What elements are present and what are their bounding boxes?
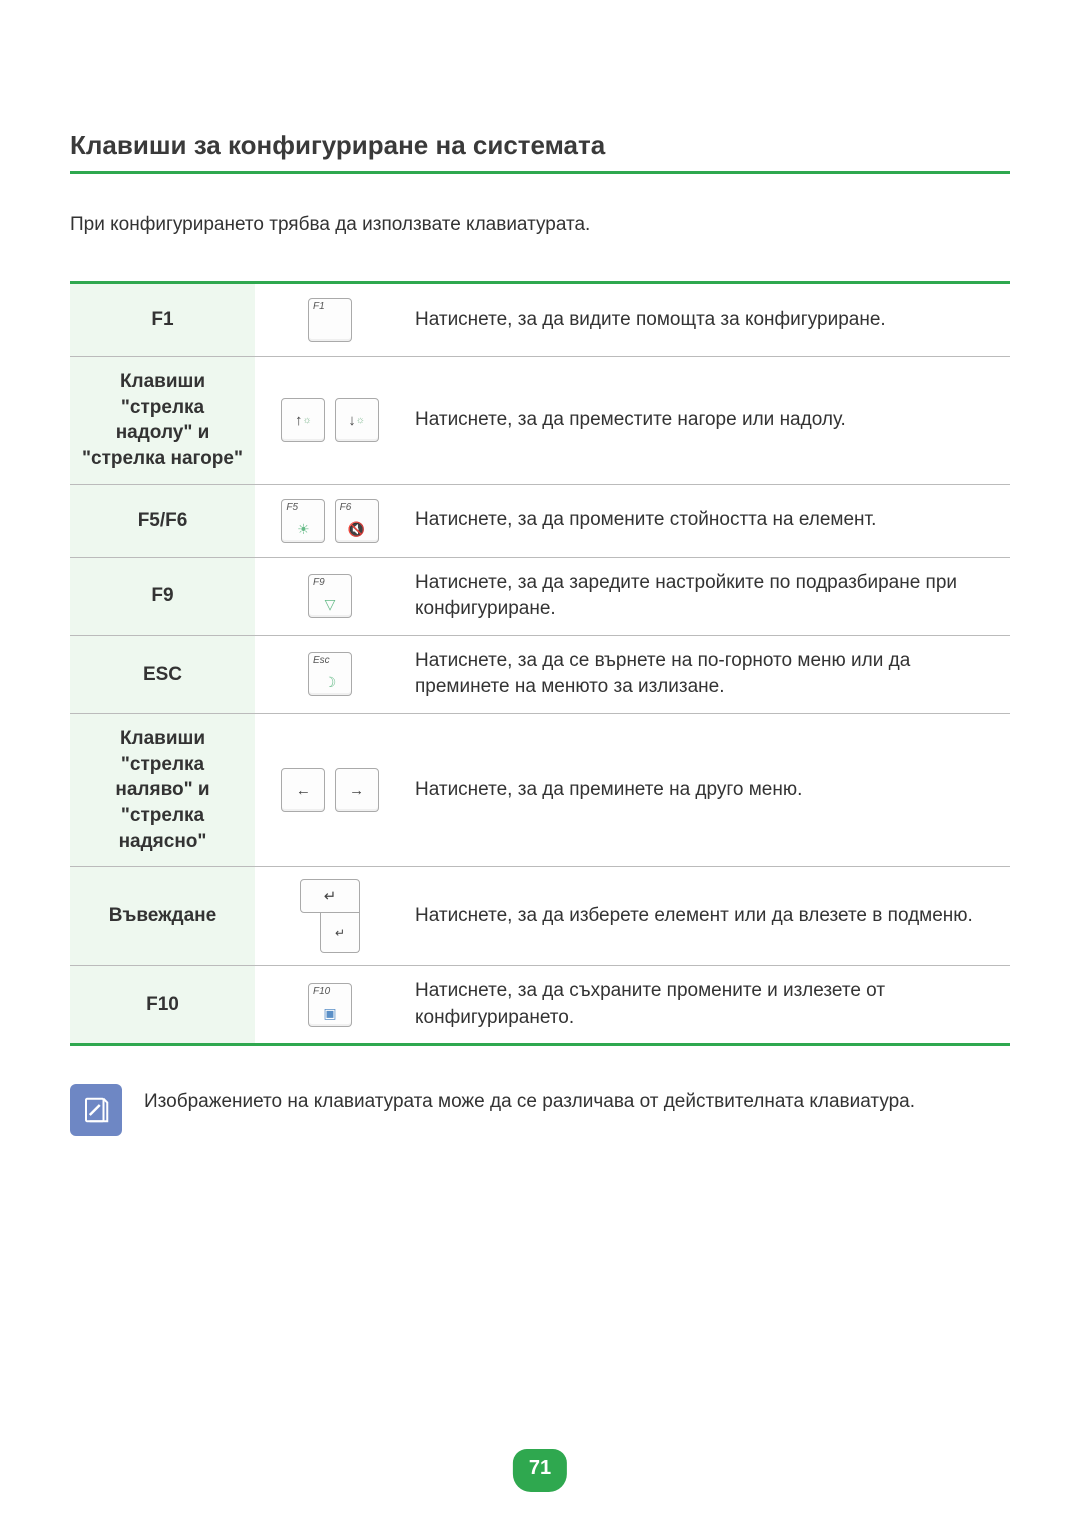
key-visual: F1 [255,283,405,357]
keycap-down: ↓☼ [335,398,379,442]
page-number: 71 [513,1449,567,1492]
section-heading: Клавиши за конфигуриране на системата [70,130,1010,174]
keycap-right: → [335,768,379,812]
key-description: Натиснете, за да промените стойността на… [405,484,1010,557]
keycap-enter: ↵ ↵ [300,879,360,953]
key-name: F9 [70,557,255,635]
key-visual: ↑☼ ↓☼ [255,357,405,485]
key-visual: Esc☽ [255,635,405,713]
keycap-f10: F10▣ [308,983,352,1027]
key-description: Натиснете, за да съхраните промените и и… [405,966,1010,1045]
keys-table: F1 F1 Натиснете, за да видите помощта за… [70,281,1010,1046]
keycap-up: ↑☼ [281,398,325,442]
key-visual: ↵ ↵ [255,867,405,966]
key-name: F5/F6 [70,484,255,557]
key-description: Натиснете, за да преместите нагоре или н… [405,357,1010,485]
key-name: F10 [70,966,255,1045]
table-row: F10 F10▣ Натиснете, за да съхраните пром… [70,966,1010,1045]
table-row: Въвеждане ↵ ↵ Натиснете, за да изберете … [70,867,1010,966]
keycap-f5: F5☀ [281,499,325,543]
table-row: Клавиши "стрелка надолу" и "стрелка наго… [70,357,1010,485]
keycap-left: ← [281,768,325,812]
keycap-f9: F9▽ [308,574,352,618]
key-name: Въвеждане [70,867,255,966]
key-visual: F5☀ F6🔇 [255,484,405,557]
keycap-f6: F6🔇 [335,499,379,543]
keycap-f1: F1 [308,298,352,342]
keycap-esc: Esc☽ [308,652,352,696]
document-page: Клавиши за конфигуриране на системата Пр… [0,0,1080,1532]
table-row: Клавиши "стрелка наляво" и "стрелка надя… [70,713,1010,866]
table-row: ESC Esc☽ Натиснете, за да се върнете на … [70,635,1010,713]
key-name: Клавиши "стрелка надолу" и "стрелка наго… [70,357,255,485]
key-description: Натиснете, за да преминете на друго меню… [405,713,1010,866]
note-block: Изображението на клавиатурата може да се… [70,1084,1010,1136]
key-description: Натиснете, за да видите помощта за конфи… [405,283,1010,357]
key-description: Натиснете, за да се върнете на по-горнот… [405,635,1010,713]
key-name: Клавиши "стрелка наляво" и "стрелка надя… [70,713,255,866]
key-description: Натиснете, за да изберете елемент или да… [405,867,1010,966]
note-text: Изображението на клавиатурата може да се… [144,1084,915,1116]
intro-text: При конфигурирането трябва да използвате… [70,214,1010,236]
table-row: F5/F6 F5☀ F6🔇 Натиснете, за да промените… [70,484,1010,557]
key-name: ESC [70,635,255,713]
key-visual: F9▽ [255,557,405,635]
key-visual: F10▣ [255,966,405,1045]
key-visual: ← → [255,713,405,866]
key-description: Натиснете, за да заредите настройките по… [405,557,1010,635]
table-row: F9 F9▽ Натиснете, за да заредите настрой… [70,557,1010,635]
note-icon [70,1084,122,1136]
table-row: F1 F1 Натиснете, за да видите помощта за… [70,283,1010,357]
key-name: F1 [70,283,255,357]
